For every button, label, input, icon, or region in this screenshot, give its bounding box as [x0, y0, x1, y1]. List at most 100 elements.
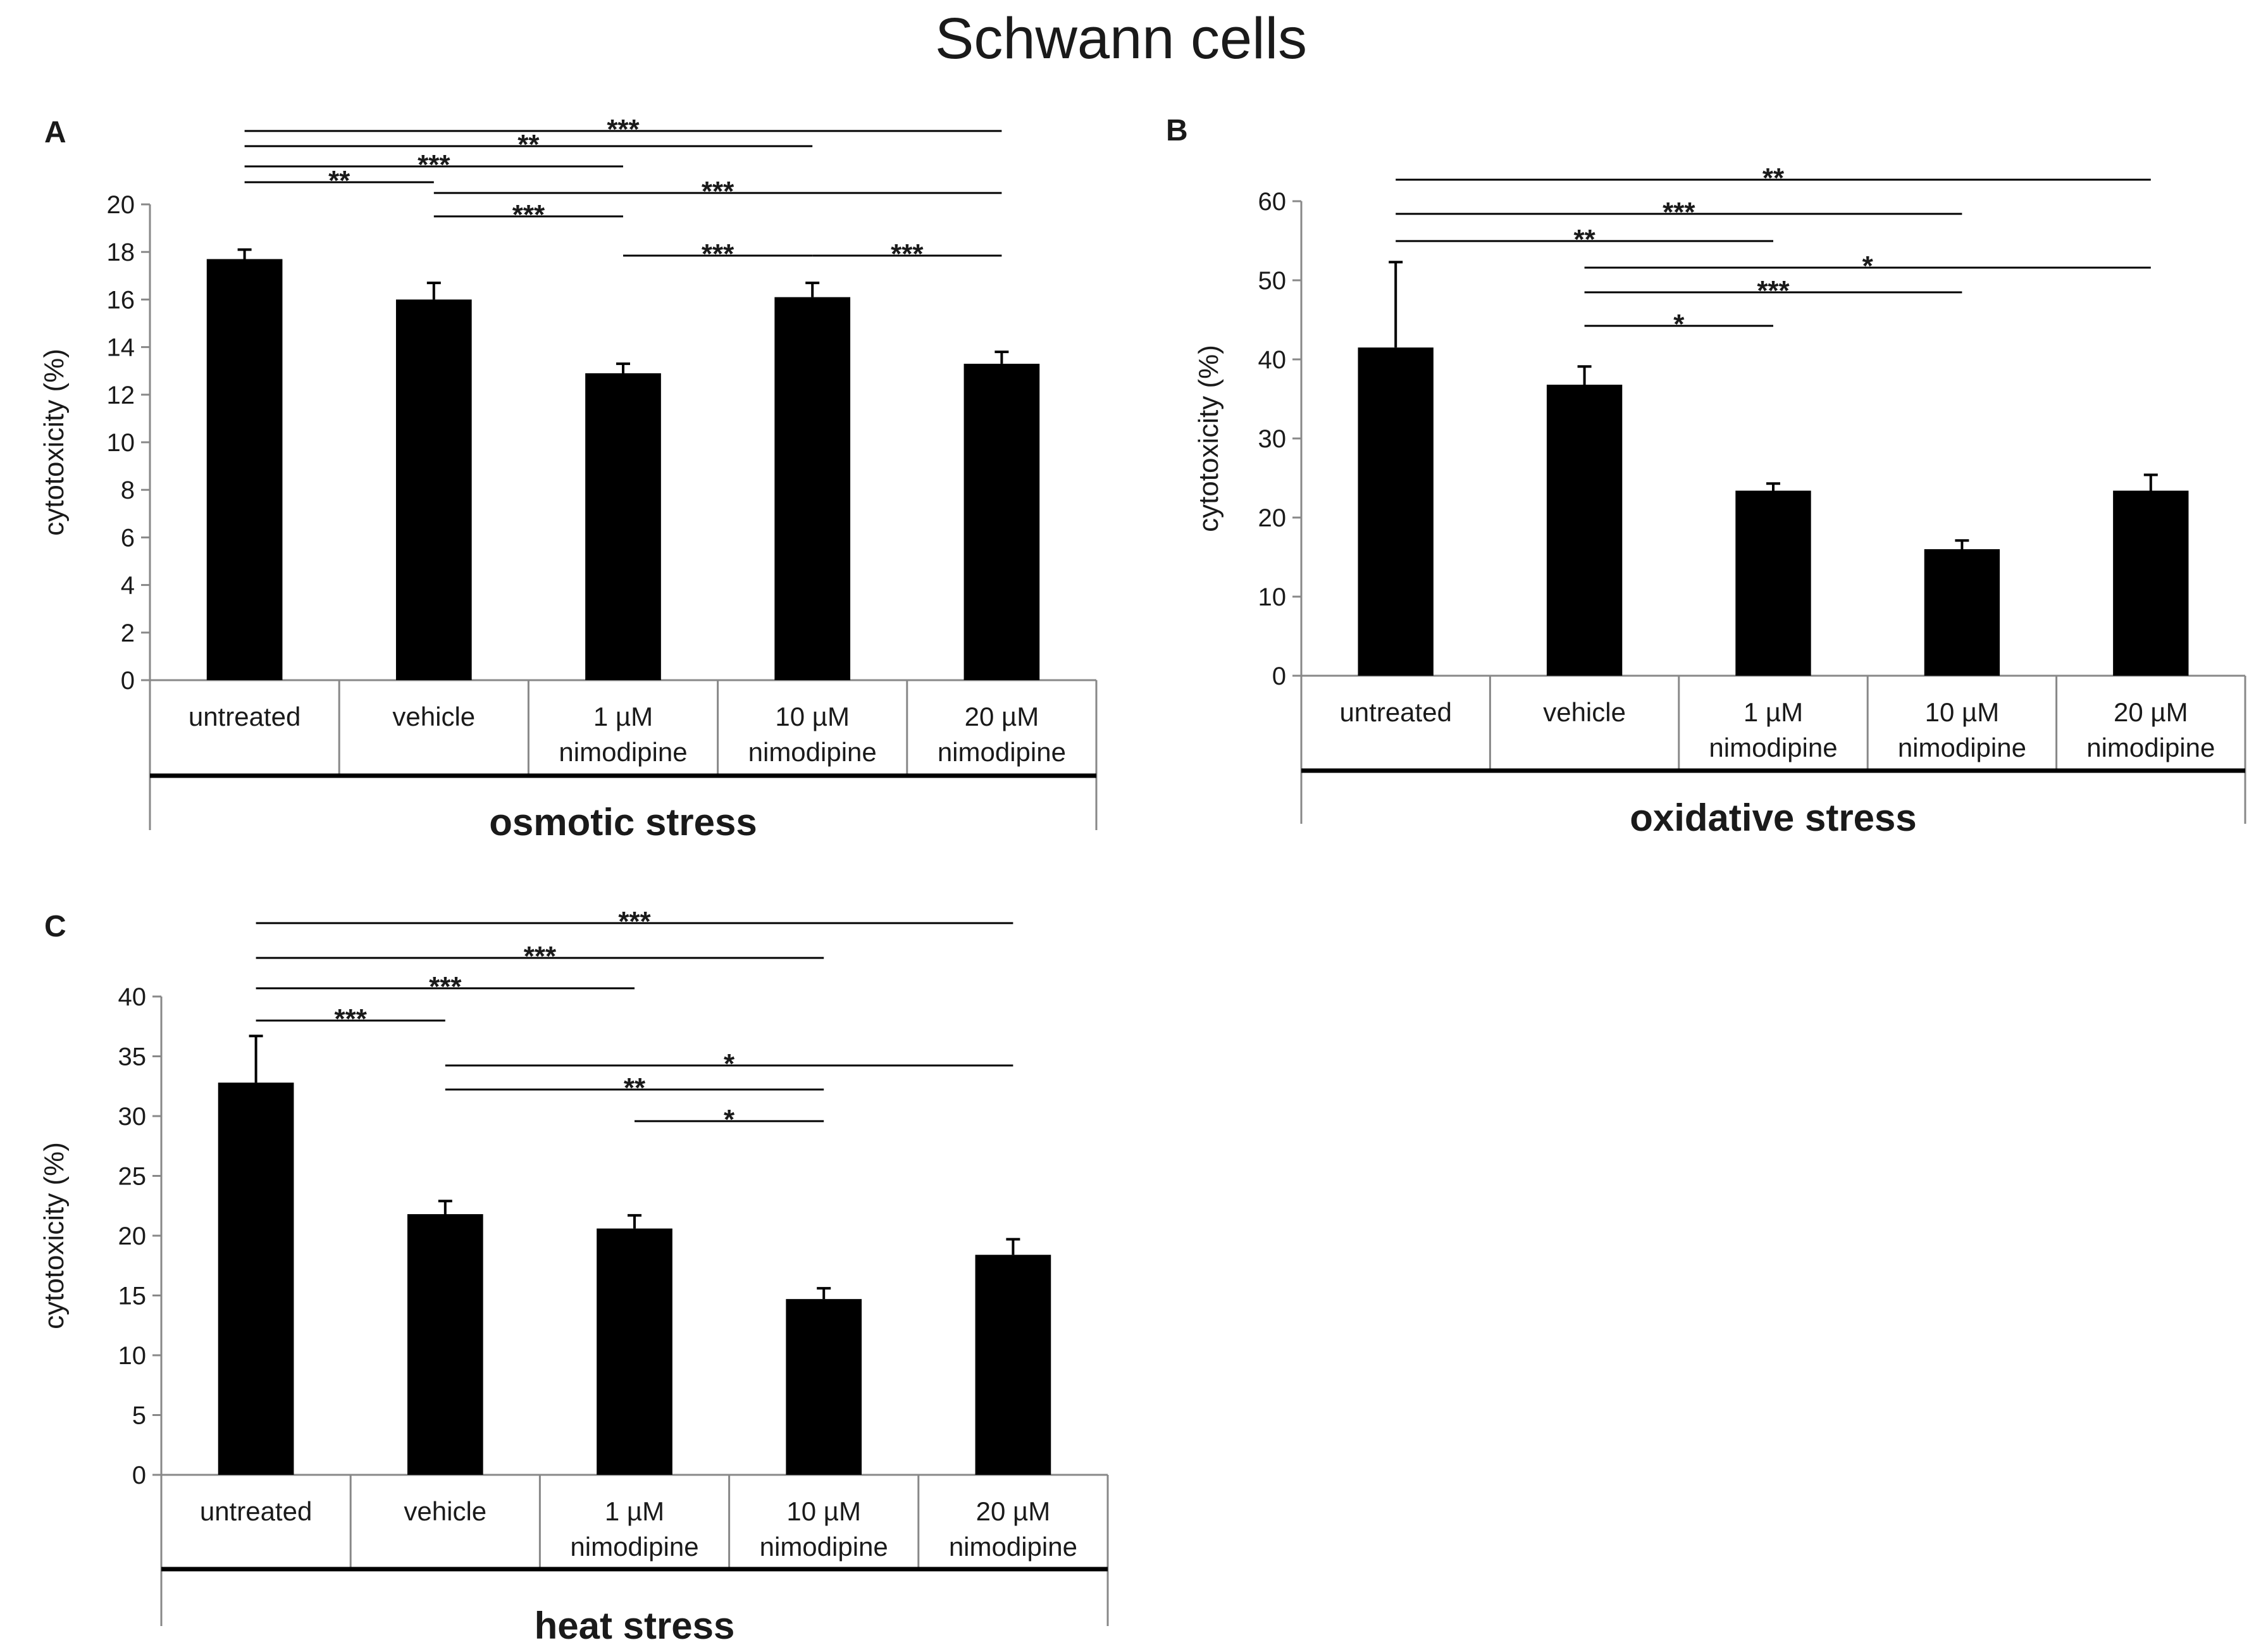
bar	[975, 1255, 1051, 1475]
y-tick-label: 40	[118, 983, 147, 1011]
bar	[597, 1228, 672, 1475]
significance-label: **	[1573, 224, 1595, 255]
significance-label: ***	[618, 906, 651, 937]
figure-title: Schwann cells	[935, 6, 1307, 71]
y-tick-label: 16	[107, 286, 135, 314]
significance-label: **	[1762, 163, 1785, 194]
bar	[218, 1083, 294, 1475]
y-tick-label: 15	[118, 1282, 147, 1310]
bar	[963, 363, 1040, 680]
bar	[1924, 549, 2000, 676]
y-tick-label: 30	[1258, 425, 1287, 453]
y-tick-label: 2	[121, 619, 135, 647]
panel-c-chart: C 0 5 10 15 20 25 30 35 40 cytotoxicity (%) heat st…	[39, 906, 1109, 1647]
y-tick-label: 20	[118, 1222, 147, 1250]
y-tick-label: 35	[118, 1043, 147, 1071]
bar	[1735, 490, 1811, 676]
y-axis-label: cytotoxicity (%)	[1193, 345, 1224, 532]
bar	[786, 1299, 862, 1475]
x-category-label: nimodipine	[1709, 733, 1837, 762]
bar	[774, 297, 851, 680]
x-category-label: 1 µM	[605, 1496, 664, 1526]
group-label: osmotic stress	[489, 801, 757, 843]
y-tick-label: 40	[1258, 346, 1287, 374]
x-category-label: nimodipine	[1898, 733, 2026, 762]
y-tick-label: 5	[132, 1402, 146, 1430]
x-category-label: nimodipine	[2086, 733, 2215, 762]
x-category-label: nimodipine	[760, 1532, 888, 1562]
x-category-label: 20 µM	[965, 702, 1039, 731]
x-category-label: vehicle	[1543, 697, 1626, 727]
x-category-label: vehicle	[392, 702, 475, 731]
y-tick-label: 10	[107, 429, 135, 457]
y-tick-label: 18	[107, 239, 135, 266]
bar	[407, 1214, 483, 1475]
y-tick-label: 14	[107, 334, 135, 362]
x-category-label: untreated	[1339, 697, 1451, 727]
y-tick-label: 25	[118, 1163, 147, 1191]
y-tick-label: 12	[107, 382, 135, 409]
y-tick-label: 10	[1258, 583, 1287, 611]
significance-label: ***	[429, 971, 462, 1002]
x-category-label: nimodipine	[748, 737, 877, 767]
significance-label: ***	[607, 114, 640, 145]
group-label: oxidative stress	[1630, 797, 1917, 839]
bar	[1358, 347, 1434, 676]
x-category-label: 10 µM	[786, 1496, 861, 1526]
y-tick-label: 10	[118, 1342, 147, 1370]
bar	[206, 259, 283, 681]
significance-label: *	[1862, 251, 1874, 282]
significance-label: *	[724, 1104, 735, 1135]
significance-label: ***	[512, 199, 545, 230]
bar	[1546, 385, 1623, 676]
significance-label: ***	[702, 176, 734, 207]
y-tick-label: 4	[121, 572, 135, 600]
y-tick-label: 0	[121, 667, 135, 695]
significance-label: ***	[524, 941, 557, 972]
y-tick-label: 20	[107, 191, 135, 219]
x-category-label: vehicle	[404, 1496, 486, 1526]
x-category-label: nimodipine	[938, 737, 1066, 767]
significance-label: ***	[335, 1003, 368, 1034]
bar	[395, 299, 472, 680]
y-tick-label: 60	[1258, 188, 1287, 216]
significance-label: ***	[891, 239, 924, 270]
group-label: heat stress	[535, 1605, 735, 1647]
significance-label: ***	[1663, 197, 1695, 228]
significance-label: *	[1673, 309, 1685, 340]
y-axis-label: cytotoxicity (%)	[39, 349, 70, 536]
panel-a-chart: A 0 2 4 6 8 10 12 14 16 18 20 cytotoxicity (%) osmoti…	[39, 114, 1098, 843]
panel-b-chart: B 0 10 20 30 40 50 60 cytotoxicity (%) oxidative …	[1166, 114, 2246, 839]
x-category-label: 10 µM	[1925, 697, 2000, 727]
y-tick-label: 30	[118, 1103, 147, 1131]
x-category-label: nimodipine	[949, 1532, 1077, 1562]
y-tick-label: 50	[1258, 267, 1287, 295]
significance-label: **	[624, 1072, 646, 1103]
bar	[585, 373, 661, 680]
y-tick-label: 6	[121, 524, 135, 552]
x-category-label: 1 µM	[1744, 697, 1803, 727]
bar	[2113, 490, 2189, 676]
x-category-label: untreated	[200, 1496, 312, 1526]
significance-label: ***	[1757, 275, 1790, 306]
x-category-label: 20 µM	[976, 1496, 1051, 1526]
y-tick-label: 0	[132, 1462, 146, 1489]
x-category-label: untreated	[189, 702, 300, 731]
x-category-label: 1 µM	[593, 702, 653, 731]
significance-label: ***	[418, 149, 450, 180]
panel-letter: B	[1166, 114, 1188, 147]
panel-letter: A	[44, 116, 66, 149]
y-tick-label: 8	[121, 476, 135, 504]
x-category-label: nimodipine	[559, 737, 687, 767]
x-category-label: nimodipine	[570, 1532, 698, 1562]
x-category-label: 10 µM	[775, 702, 850, 731]
significance-label: *	[724, 1048, 735, 1079]
y-axis-label: cytotoxicity (%)	[39, 1142, 70, 1329]
y-tick-label: 0	[1272, 662, 1286, 690]
panel-letter: C	[44, 910, 66, 943]
significance-label: **	[328, 165, 350, 196]
y-tick-label: 20	[1258, 504, 1287, 532]
significance-label: **	[517, 129, 540, 160]
significance-label: ***	[702, 239, 734, 270]
